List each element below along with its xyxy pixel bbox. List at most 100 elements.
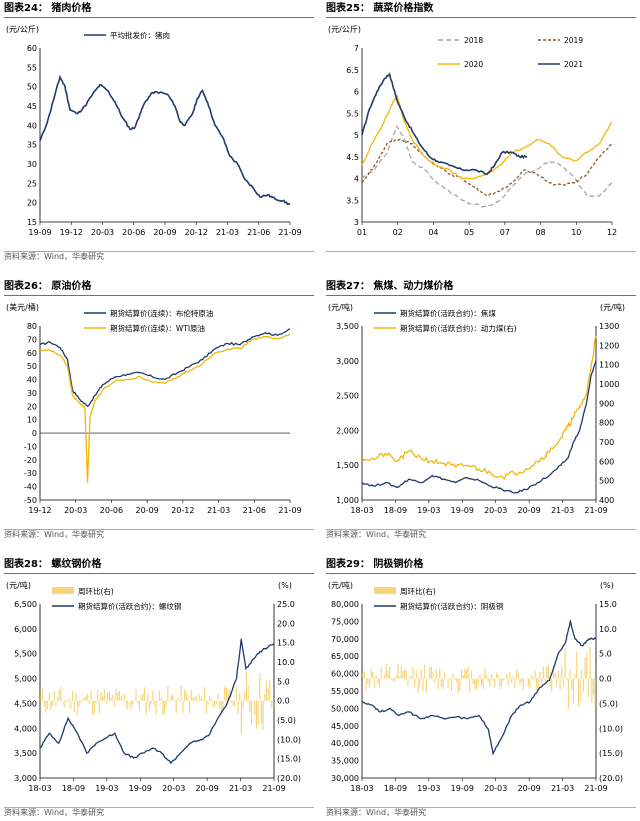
x-tick-label: 20-09 xyxy=(136,506,159,515)
y-tick-label: 3.5 xyxy=(346,196,359,205)
y-tick-label: 6.5 xyxy=(346,66,359,75)
x-tick-label: 19-12 xyxy=(60,228,83,237)
y-axis-label: (元/公斤) xyxy=(6,24,39,34)
panel-title: 图表25： 蔬菜价格指数 xyxy=(326,3,434,14)
chart-rebar: (元/吨) (%) 3,000 3,500 4,000 4,500 5,000 5,500 6,… xyxy=(6,580,301,793)
x-tick-label: 21-06 xyxy=(247,228,270,237)
y-tick-label: 70 xyxy=(27,335,37,344)
legend: 2018 2019 2020 2021 xyxy=(438,36,583,69)
legend-label: 2020 xyxy=(464,60,483,69)
legend-swatch xyxy=(52,587,74,594)
x-tick-label: 18-03 xyxy=(350,784,373,793)
y-axis-label: (元/吨) xyxy=(328,580,353,590)
legend: 周环比(右) 期货结算价(活跃合约)：螺纹钢 xyxy=(52,586,181,611)
panel-copper: 图表29： 阴极铜价格 (元/吨) (%) 30,000 35,000 40,000 45… xyxy=(326,558,636,820)
y-tick-label: 35 xyxy=(27,141,37,150)
y-tick-label: 6 xyxy=(354,88,359,97)
x-tick-label: 20-12 xyxy=(185,228,208,237)
panel-title: 图表29： 阴极铜价格 xyxy=(326,559,424,570)
legend-label: 2019 xyxy=(564,36,583,45)
y-tick-label: 1,000 xyxy=(336,496,359,505)
y-tick-label: -30 xyxy=(24,469,37,478)
y-tick-label: 2,000 xyxy=(336,426,359,435)
panel-title: 图表26： 原油价格 xyxy=(4,281,92,292)
y-tick-label: 30,000 xyxy=(331,774,359,783)
x-tick-label: 18-09 xyxy=(62,784,85,793)
series-line xyxy=(39,74,291,206)
panel-pork: 图表24： 猪肉价格 (元/公斤) 15 20 25 30 35 40 45 50 55 60 19-… xyxy=(4,2,314,262)
y-tick-label: 4,000 xyxy=(14,724,37,733)
y-tick-label: 40,000 xyxy=(331,739,359,748)
legend-label: 期货结算价(连续)：布伦特原油 xyxy=(110,308,213,318)
x-tick-label: 20-09 xyxy=(196,784,219,793)
y-tick-label: 60 xyxy=(27,44,37,53)
y-tick-label-right: 15.0 xyxy=(277,639,295,648)
legend-label: 期货结算价(活跃合约)：焦煤 xyxy=(400,308,496,318)
y-tick-label-right: 0.0 xyxy=(599,675,612,684)
x-tick-label: 19-03 xyxy=(417,506,440,515)
x-tick-label: 20-03 xyxy=(484,506,507,515)
y-tick-label: 15 xyxy=(27,218,37,227)
y-axis-label-right: (%) xyxy=(278,581,292,590)
y-tick-label-right: 1200 xyxy=(599,341,619,350)
legend-label: 周环比(右) xyxy=(78,586,114,596)
divider xyxy=(326,295,636,296)
x-tick-label: 21-03 xyxy=(216,228,239,237)
y-tick-label: 5,500 xyxy=(14,650,37,659)
chart-vegetable: (元/公斤) 3 3.5 4 4.5 5 5.5 6 6.5 7 01 02 04 05 07 08 10 12 2… xyxy=(328,24,617,237)
y-tick-label-right: (15.0) xyxy=(277,755,301,764)
x-tick-label: 20-09 xyxy=(518,506,541,515)
y-tick-label: 45,000 xyxy=(331,722,359,731)
divider xyxy=(4,17,314,18)
y-tick-label-right: 15.0 xyxy=(599,600,617,609)
y-tick-label: 30 xyxy=(27,160,37,169)
panel-crude-oil: 图表26： 原油价格 (美元/桶) -50 -40 -30 -20 -10 0 10 20 30 4… xyxy=(4,280,314,540)
y-tick-label-right: (15.0) xyxy=(599,749,623,758)
series-line xyxy=(361,360,597,494)
x-tick-label: 20-03 xyxy=(91,228,114,237)
x-tick-label: 19-09 xyxy=(28,228,51,237)
divider xyxy=(326,573,636,574)
legend: 平均批发价：猪肉 xyxy=(84,30,170,40)
y-tick-label: 40 xyxy=(27,376,37,385)
y-tick-label: 6,000 xyxy=(14,625,37,634)
legend-label: 2021 xyxy=(564,60,583,69)
x-tick-label: 21-09 xyxy=(584,506,607,515)
y-tick-label: 3,500 xyxy=(14,749,37,758)
panel-title: 图表24： 猪肉价格 xyxy=(4,3,92,14)
y-tick-label: 3 xyxy=(354,218,359,227)
y-tick-label: 45 xyxy=(27,102,37,111)
x-tick-label: 18-03 xyxy=(28,784,51,793)
y-tick-label: 7 xyxy=(354,44,359,53)
y-tick-label: 2,500 xyxy=(336,392,359,401)
y-tick-label: 80 xyxy=(27,322,37,331)
y-tick-label-right: 25.0 xyxy=(277,600,295,609)
divider xyxy=(4,529,314,530)
y-tick-label-right: 1300 xyxy=(599,322,619,331)
x-tick-label: 20-06 xyxy=(100,506,123,515)
panel-title: 图表28： 螺纹钢价格 xyxy=(4,559,102,570)
y-tick-label-right: (20.0) xyxy=(277,774,301,783)
y-axis-label: (美元/桶) xyxy=(6,302,39,312)
x-tick-label: 20-03 xyxy=(64,506,87,515)
x-tick-label: 19-03 xyxy=(417,784,440,793)
y-tick-label: 50 xyxy=(27,83,37,92)
y-tick-label-right: (10.0) xyxy=(599,724,623,733)
y-tick-label: 4 xyxy=(354,175,359,184)
panel-title: 图表27： 焦煤、动力煤价格 xyxy=(326,281,454,292)
x-tick-label: 21-09 xyxy=(262,784,285,793)
y-tick-label: 30 xyxy=(27,389,37,398)
y-tick-label: 1,500 xyxy=(336,461,359,470)
y-tick-label-right: 5.0 xyxy=(599,650,612,659)
x-tick-label: 19-09 xyxy=(451,506,474,515)
divider xyxy=(326,529,636,530)
x-tick-label: 20-09 xyxy=(153,228,176,237)
x-tick-label: 18-03 xyxy=(350,506,373,515)
series-line xyxy=(39,333,291,483)
legend-label: 平均批发价：猪肉 xyxy=(110,30,170,40)
y-axis-label: (元/吨) xyxy=(328,302,353,312)
y-tick-label-right: 0.0 xyxy=(277,697,290,706)
x-tick-label: 21-03 xyxy=(551,784,574,793)
